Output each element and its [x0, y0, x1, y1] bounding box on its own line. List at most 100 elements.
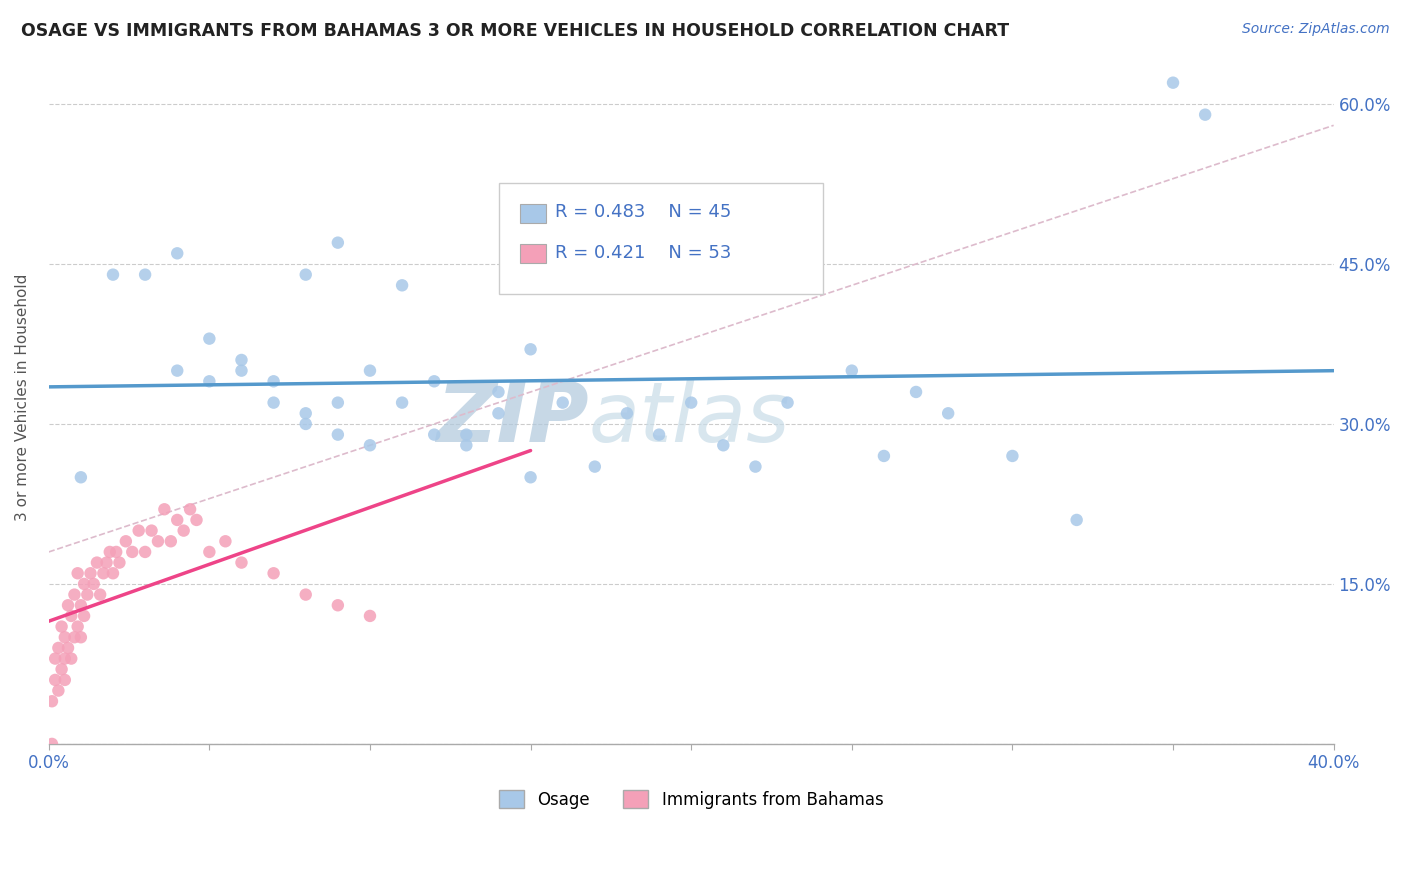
Point — [326, 599, 349, 613]
Point — [51, 619, 73, 633]
Point — [198, 332, 221, 346]
Point — [79, 566, 101, 581]
Point — [73, 609, 96, 624]
Point — [146, 534, 169, 549]
Point — [263, 374, 285, 388]
Point — [488, 406, 510, 420]
Point — [41, 737, 63, 751]
Text: Source: ZipAtlas.com: Source: ZipAtlas.com — [1241, 22, 1389, 37]
Point — [214, 534, 236, 549]
Point — [456, 438, 478, 452]
Text: OSAGE VS IMMIGRANTS FROM BAHAMAS 3 OR MORE VEHICLES IN HOUSEHOLD CORRELATION CHA: OSAGE VS IMMIGRANTS FROM BAHAMAS 3 OR MO… — [21, 22, 1010, 40]
Point — [359, 364, 381, 378]
Point — [583, 459, 606, 474]
Point — [83, 577, 105, 591]
Point — [231, 556, 253, 570]
Y-axis label: 3 or more Vehicles in Household: 3 or more Vehicles in Household — [15, 274, 30, 521]
Point — [63, 588, 86, 602]
Point — [93, 566, 115, 581]
Point — [648, 427, 671, 442]
Point — [108, 556, 131, 570]
Point — [1194, 108, 1216, 122]
Point — [166, 513, 188, 527]
Point — [56, 599, 79, 613]
Point — [359, 609, 381, 624]
Point — [186, 513, 208, 527]
Point — [551, 395, 574, 409]
Point — [53, 651, 76, 665]
Point — [456, 427, 478, 442]
Point — [96, 556, 118, 570]
Point — [66, 619, 89, 633]
Point — [1066, 513, 1088, 527]
Point — [326, 427, 349, 442]
Point — [294, 268, 316, 282]
Point — [134, 268, 156, 282]
Point — [616, 406, 638, 420]
Point — [86, 556, 108, 570]
Point — [423, 374, 446, 388]
Text: R = 0.421    N = 53: R = 0.421 N = 53 — [555, 244, 731, 261]
Text: atlas: atlas — [588, 377, 790, 458]
Point — [936, 406, 959, 420]
Point — [391, 278, 413, 293]
Point — [326, 235, 349, 250]
Text: ZIP: ZIP — [436, 377, 588, 458]
Point — [56, 640, 79, 655]
Point — [70, 470, 93, 484]
Point — [115, 534, 138, 549]
Point — [73, 577, 96, 591]
Point — [105, 545, 128, 559]
Point — [153, 502, 176, 516]
Point — [198, 374, 221, 388]
Point — [48, 640, 70, 655]
Point — [905, 384, 928, 399]
Point — [53, 630, 76, 644]
Point — [141, 524, 163, 538]
Point — [70, 630, 93, 644]
Point — [744, 459, 766, 474]
Point — [53, 673, 76, 687]
Point — [41, 694, 63, 708]
Point — [1001, 449, 1024, 463]
Point — [263, 395, 285, 409]
Point — [263, 566, 285, 581]
Point — [841, 364, 863, 378]
Point — [488, 384, 510, 399]
Point — [711, 438, 734, 452]
Point — [231, 364, 253, 378]
Point — [519, 343, 541, 357]
Point — [60, 651, 83, 665]
Point — [44, 673, 66, 687]
Point — [179, 502, 201, 516]
Point — [1161, 76, 1184, 90]
Point — [51, 662, 73, 676]
Point — [326, 395, 349, 409]
Point — [101, 566, 124, 581]
Point — [128, 524, 150, 538]
Point — [519, 470, 541, 484]
Point — [159, 534, 181, 549]
Point — [359, 438, 381, 452]
Point — [294, 406, 316, 420]
Point — [294, 588, 316, 602]
Text: R = 0.483    N = 45: R = 0.483 N = 45 — [555, 203, 731, 221]
Point — [134, 545, 156, 559]
Point — [70, 599, 93, 613]
Point — [89, 588, 111, 602]
Point — [60, 609, 83, 624]
Point — [48, 683, 70, 698]
Point — [101, 268, 124, 282]
Point — [391, 395, 413, 409]
Point — [873, 449, 896, 463]
Point — [231, 353, 253, 368]
Point — [121, 545, 143, 559]
Point — [44, 651, 66, 665]
Point — [63, 630, 86, 644]
Point — [198, 545, 221, 559]
Point — [166, 246, 188, 260]
Point — [776, 395, 799, 409]
Point — [66, 566, 89, 581]
Point — [173, 524, 195, 538]
Point — [98, 545, 121, 559]
